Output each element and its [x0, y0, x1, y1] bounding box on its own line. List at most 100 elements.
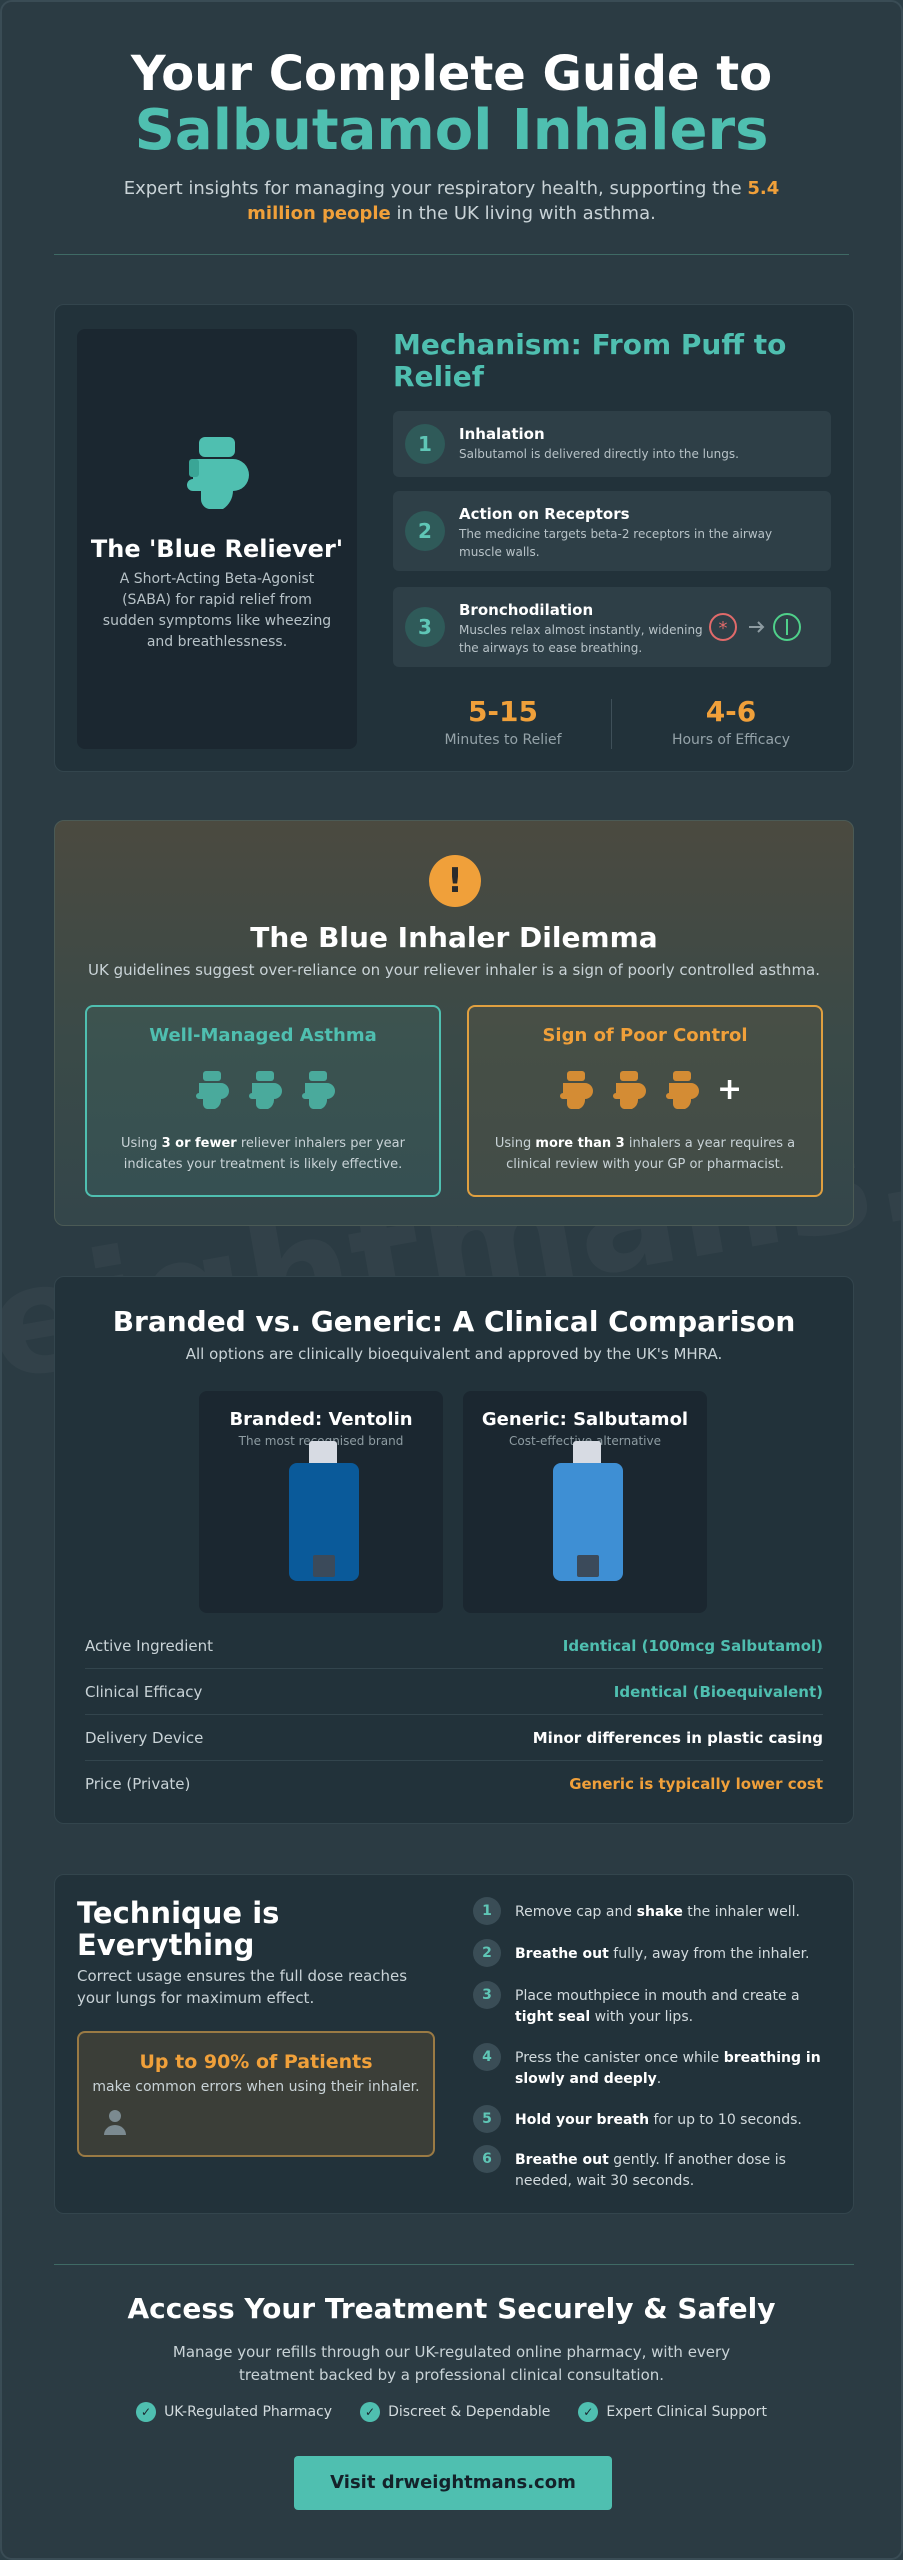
step-text: Breathe out gently. If another dose is n…	[515, 2152, 786, 2189]
divider	[54, 2264, 854, 2265]
step-description: Muscles relax almost instantly, widening…	[459, 623, 703, 655]
step-number: 2	[405, 511, 445, 551]
stat-divider	[611, 699, 612, 749]
product-name: Generic: Salbutamol	[481, 1409, 689, 1430]
comparison-row: Clinical Efficacy Identical (Bioequivale…	[85, 1669, 823, 1715]
dilemma-subtitle: UK guidelines suggest over-reliance on y…	[87, 961, 821, 979]
step-title: Inhalation	[459, 425, 545, 443]
badge-discreet: ✓ Discreet & Dependable	[360, 2402, 550, 2422]
inhaler-bottle-icon	[553, 1441, 623, 1581]
technique-title: Technique is Everything	[77, 1896, 280, 1962]
inhaler-icon	[613, 1071, 646, 1109]
box-text: Using more than 3 inhalers a year requir…	[494, 1136, 796, 1172]
poor-control-box: Sign of Poor Control + Using more than 3…	[467, 1005, 823, 1197]
stat-efficacy: 4-6 Hours of Efficacy	[671, 695, 791, 748]
box-text: Using 3 or fewer reliever inhalers per y…	[121, 1136, 405, 1172]
step-text: Press the canister once while breathing …	[515, 2050, 821, 2087]
callout-title: Up to 90% of Patients	[139, 2051, 373, 2073]
row-label: Clinical Efficacy	[85, 1683, 203, 1701]
trust-badges: ✓ UK-Regulated Pharmacy ✓ Discreet & Depen…	[2, 2402, 901, 2422]
reliever-description: A Short-Acting Beta-Agonist (SABA) for r…	[102, 571, 332, 650]
box-title: Well-Managed Asthma	[149, 1025, 377, 1046]
reliever-title: The 'Blue Reliever'	[90, 535, 344, 563]
mechanism-step: 3 Bronchodilation Muscles relax almost i…	[393, 587, 831, 667]
dilemma-card: ! The Blue Inhaler Dilemma UK guidelines…	[54, 820, 854, 1226]
divider	[54, 254, 849, 255]
technique-subtitle: Correct usage ensures the full dose reac…	[77, 1967, 408, 2007]
warning-icon: !	[429, 855, 481, 907]
product-name: Branded: Ventolin	[229, 1409, 413, 1430]
inhaler-bottle-icon	[289, 1441, 359, 1581]
inhaler-icon	[249, 1071, 282, 1109]
hero-highlight-stat: 5.4 million people	[247, 178, 780, 224]
row-label: Delivery Device	[85, 1729, 204, 1747]
row-value: Identical (Bioequivalent)	[613, 1683, 823, 1701]
comparison-row: Active Ingredient Identical (100mcg Salb…	[85, 1623, 823, 1669]
box-title: Sign of Poor Control	[542, 1025, 748, 1046]
cta-section: Access Your Treatment Securely & Safely …	[2, 2292, 901, 2387]
svg-text:*: *	[719, 618, 728, 639]
inhaler-icon	[302, 1071, 335, 1109]
inhaler-count-icons: +	[469, 1071, 821, 1111]
row-value: Identical (100mcg Salbutamol)	[562, 1637, 823, 1655]
mechanism-card: The 'Blue Reliever' A Short-Acting Beta-…	[54, 304, 854, 772]
airway-open-icon: *	[709, 613, 801, 641]
person-icon	[104, 2110, 126, 2135]
hero-subtitle: Expert insights for managing your respir…	[123, 178, 780, 224]
comparison-row: Price (Private) Generic is typically low…	[85, 1761, 823, 1807]
row-label: Price (Private)	[85, 1775, 191, 1793]
page-title-highlight: Salbutamol Inhalers	[134, 98, 769, 163]
hero-header: Your Complete Guide to Salbutamol Inhale…	[2, 2, 901, 226]
mechanism-step: 2 Action on Receptors The medicine targe…	[393, 491, 831, 571]
comparison-row: Delivery Device Minor differences in pla…	[85, 1715, 823, 1761]
step-text: Breathe out fully, away from the inhaler…	[515, 1946, 810, 1962]
step-number: 4	[473, 2043, 501, 2071]
comparison-card: Branded vs. Generic: A Clinical Comparis…	[54, 1276, 854, 1824]
step-description: The medicine targets beta-2 receptors in…	[459, 527, 773, 559]
step-number: 5	[473, 2105, 501, 2133]
inhaler-icon	[666, 1071, 699, 1109]
step-description: Salbutamol is delivered directly into th…	[459, 447, 739, 461]
comparison-title: Branded vs. Generic: A Clinical Comparis…	[112, 1305, 796, 1338]
step-number: 1	[405, 424, 445, 464]
check-icon: ✓	[136, 2402, 157, 2422]
reliever-panel: The 'Blue Reliever' A Short-Acting Beta-…	[77, 329, 357, 749]
inhaler-icon	[560, 1071, 593, 1109]
comparison-subtitle: All options are clinically bioequivalent…	[185, 1345, 723, 1363]
efficacy-stats: 5-15 Minutes to Relief 4-6 Hours of Effi…	[393, 695, 831, 755]
row-value: Minor differences in plastic casing	[532, 1729, 823, 1747]
inhaler-icon	[196, 1071, 229, 1109]
row-value: Generic is typically lower cost	[569, 1775, 823, 1793]
visit-website-button[interactable]: Visit drweightmans.com	[294, 2456, 612, 2510]
callout-text: make common errors when using their inha…	[92, 2079, 420, 2095]
inhaler-icon	[187, 437, 249, 509]
check-icon: ✓	[360, 2402, 381, 2422]
cta-text: Manage your refills through our UK-regul…	[172, 2343, 731, 2384]
badge-support: ✓ Expert Clinical Support	[578, 2402, 767, 2422]
step-number: 2	[473, 1939, 501, 1967]
step-text: Remove cap and shake the inhaler well.	[515, 1904, 800, 1920]
row-label: Active Ingredient	[85, 1637, 213, 1655]
dilemma-title: The Blue Inhaler Dilemma	[250, 921, 658, 954]
mechanism-step: 1 Inhalation Salbutamol is delivered dir…	[393, 411, 831, 477]
technique-card: Technique is Everything Correct usage en…	[54, 1874, 854, 2214]
page-title: Your Complete Guide to	[130, 46, 773, 102]
step-text: Place mouthpiece in mouth and create a t…	[515, 1988, 800, 2025]
step-number: 1	[473, 1897, 501, 1925]
step-title: Action on Receptors	[459, 505, 630, 523]
error-callout: Up to 90% of Patients make common errors…	[77, 2031, 435, 2157]
product-card-branded: Branded: Ventolin The most recognised br…	[199, 1391, 443, 1613]
inhaler-count-icons	[87, 1071, 439, 1111]
stat-relief: 5-15 Minutes to Relief	[444, 695, 562, 748]
step-title: Bronchodilation	[459, 601, 594, 619]
step-text: Hold your breath for up to 10 seconds.	[515, 2112, 802, 2128]
badge-regulated: ✓ UK-Regulated Pharmacy	[136, 2402, 332, 2422]
mechanism-title: Mechanism: From Puff to Relief	[393, 328, 787, 393]
step-number: 6	[473, 2145, 501, 2173]
cta-title: Access Your Treatment Securely & Safely	[127, 2292, 776, 2325]
product-card-generic: Generic: Salbutamol Cost-effective alter…	[463, 1391, 707, 1613]
plus-icon: +	[717, 1072, 743, 1107]
check-icon: ✓	[578, 2402, 599, 2422]
well-managed-box: Well-Managed Asthma Using 3 or fewer rel…	[85, 1005, 441, 1197]
